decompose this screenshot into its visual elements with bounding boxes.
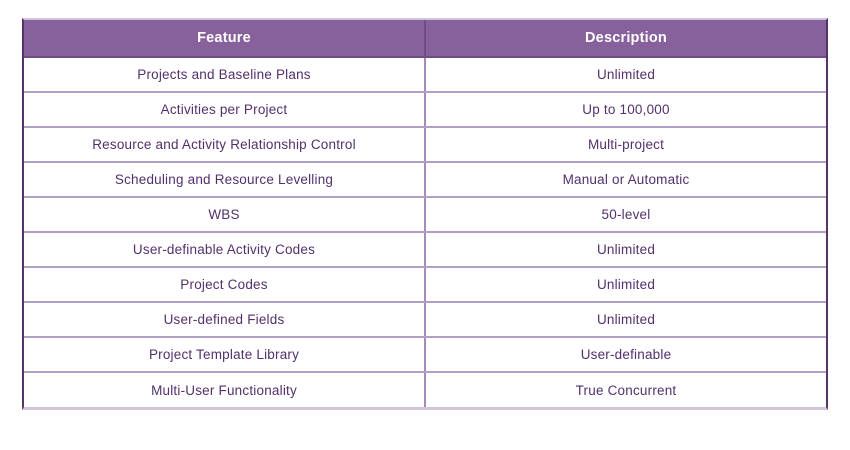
description-cell: Unlimited: [425, 232, 826, 268]
table-row: Scheduling and Resource Levelling Manual…: [24, 162, 826, 198]
table-row: Multi-User Functionality True Concurrent: [24, 372, 826, 407]
table-row: User-definable Activity Codes Unlimited: [24, 232, 826, 268]
description-cell: Unlimited: [425, 267, 826, 303]
feature-cell: Project Codes: [24, 267, 426, 303]
feature-cell: Projects and Baseline Plans: [24, 57, 426, 93]
description-cell: Multi-project: [425, 127, 826, 163]
feature-cell: Activities per Project: [24, 92, 426, 128]
feature-cell: Multi-User Functionality: [24, 372, 426, 407]
feature-cell: Scheduling and Resource Levelling: [24, 162, 426, 198]
description-cell: Manual or Automatic: [425, 162, 826, 198]
feature-cell: WBS: [24, 197, 426, 233]
description-cell: 50-level: [425, 197, 826, 233]
description-cell: Unlimited: [425, 57, 826, 93]
table-row: Resource and Activity Relationship Contr…: [24, 127, 826, 163]
feature-description-table: Feature Description Projects and Baselin…: [24, 20, 826, 407]
table-row: Project Codes Unlimited: [24, 267, 826, 303]
feature-cell: User-definable Activity Codes: [24, 232, 426, 268]
table-row: Project Template Library User-definable: [24, 337, 826, 373]
feature-cell: User-defined Fields: [24, 302, 426, 338]
table-row: WBS 50-level: [24, 197, 826, 233]
column-header-description: Description: [425, 20, 826, 58]
header-row: Feature Description: [24, 20, 826, 58]
table-row: Projects and Baseline Plans Unlimited: [24, 57, 826, 93]
feature-comparison-table-container: Feature Description Projects and Baselin…: [22, 18, 828, 410]
feature-cell: Resource and Activity Relationship Contr…: [24, 127, 426, 163]
feature-cell: Project Template Library: [24, 337, 426, 373]
table-body: Projects and Baseline Plans Unlimited Ac…: [24, 57, 826, 407]
description-cell: True Concurrent: [425, 372, 826, 407]
description-cell: Up to 100,000: [425, 92, 826, 128]
table-row: User-defined Fields Unlimited: [24, 302, 826, 338]
description-cell: User-definable: [425, 337, 826, 373]
table-header: Feature Description: [24, 20, 826, 58]
description-cell: Unlimited: [425, 302, 826, 338]
column-header-feature: Feature: [24, 20, 426, 58]
table-row: Activities per Project Up to 100,000: [24, 92, 826, 128]
